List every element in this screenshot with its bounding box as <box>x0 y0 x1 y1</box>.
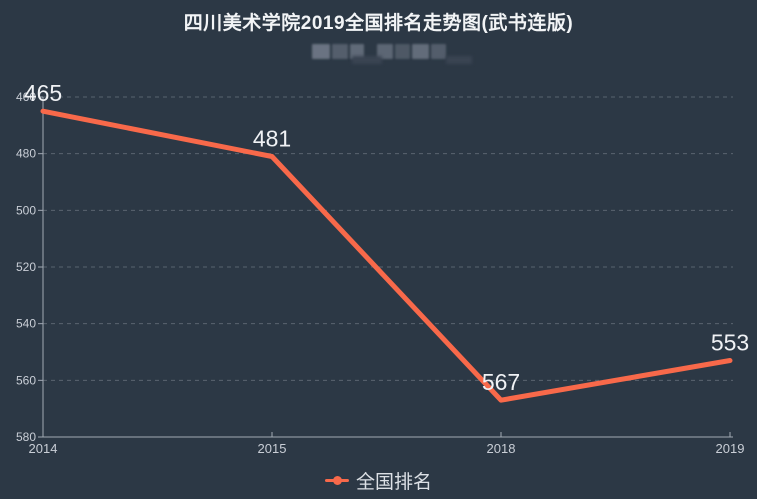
series-line-national-ranking <box>40 108 733 403</box>
redacted-block <box>352 56 382 64</box>
y-tick-label: 580 <box>16 430 36 444</box>
line-series-marker-icon <box>324 473 349 487</box>
redacted-block <box>430 44 446 59</box>
y-tick-label: 520 <box>16 260 36 274</box>
x-tick-label: 2014 <box>29 441 58 456</box>
x-tick-label: 2019 <box>716 441 745 456</box>
x-tick-label: 2015 <box>258 441 287 456</box>
y-tick-label: 460 <box>16 90 36 104</box>
x-tick-label: 2018 <box>487 441 516 456</box>
y-tick-label: 500 <box>16 203 36 217</box>
y-tick-label: 480 <box>16 147 36 161</box>
y-tick-label: 540 <box>16 317 36 331</box>
legend-item-national-ranking[interactable]: 全国排名 <box>324 467 432 494</box>
legend-bar: 全国排名 <box>0 464 757 496</box>
redacted-block <box>349 44 364 59</box>
data-label: 553 <box>711 330 749 356</box>
redacted-block <box>376 44 393 59</box>
redacted-subtitle <box>0 44 757 68</box>
redacted-block <box>311 44 330 59</box>
data-label: 465 <box>24 80 62 106</box>
redacted-block <box>446 56 472 64</box>
legend-label: 全国排名 <box>355 471 432 493</box>
redacted-block <box>394 44 410 59</box>
y-tick-label: 560 <box>16 373 36 387</box>
redacted-block <box>331 44 348 59</box>
data-label: 567 <box>482 369 520 395</box>
redacted-block <box>411 44 429 59</box>
data-label: 481 <box>253 126 291 152</box>
chart-title: 四川美术学院2019全国排名走势图(武书连版) <box>183 13 574 34</box>
